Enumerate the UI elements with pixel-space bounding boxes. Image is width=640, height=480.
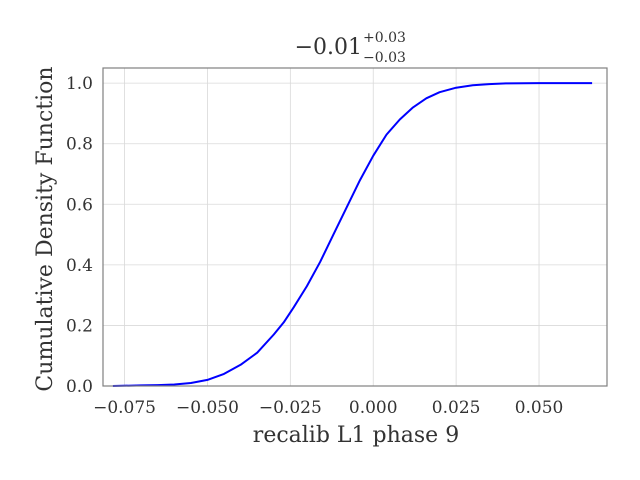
y-tick-label: 0.0 [66,377,93,397]
chart-title: −0.01 +0.03 −0.03 [295,30,406,66]
x-tick-label: 0.050 [515,398,564,418]
x-axis-label: recalib L1 phase 9 [253,423,459,448]
x-tick-label: −0.075 [93,398,156,418]
grid [103,68,607,387]
y-axis-label: Cumulative Density Function [33,66,58,391]
chart-title-upper-error: +0.03 [363,30,406,46]
y-tick-label: 0.2 [66,316,93,336]
cdf-line [112,82,593,387]
x-tick-label: 0.000 [349,398,398,418]
y-tick-label: 1.0 [66,74,93,94]
plot-frame [102,67,608,387]
y-axis-ticks: 0.0 0.2 0.4 0.6 0.8 1.0 [66,74,93,397]
x-axis-ticks: −0.075 −0.050 −0.025 0.000 0.025 0.050 [93,398,563,418]
chart-title-value: −0.01 [295,35,362,60]
y-tick-label: 0.6 [66,195,93,215]
y-tick-label: 0.4 [66,256,93,276]
series-layer [112,82,593,387]
y-tick-label: 0.8 [66,135,93,155]
x-tick-label: 0.025 [432,398,481,418]
x-tick-label: −0.025 [259,398,322,418]
chart-title-lower-error: −0.03 [363,50,406,66]
x-tick-label: −0.050 [176,398,239,418]
